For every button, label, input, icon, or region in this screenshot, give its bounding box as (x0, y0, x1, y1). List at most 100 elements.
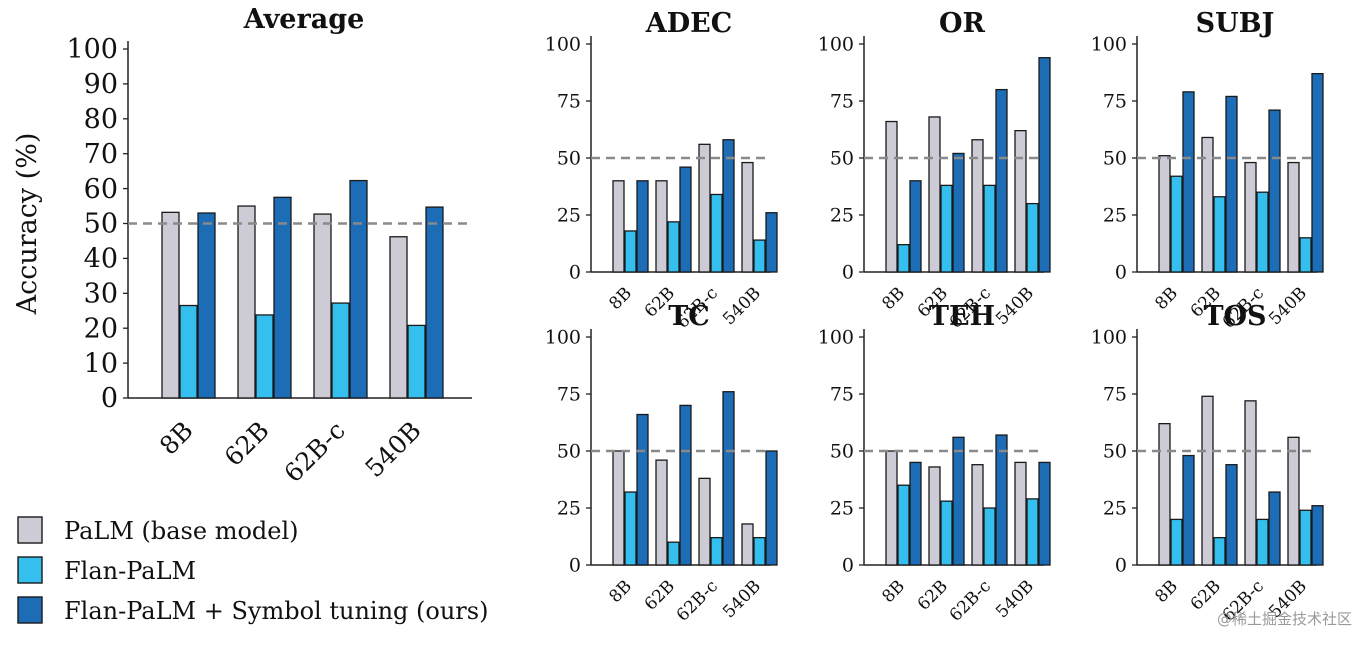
chart0-y-tick-label: 30 (84, 278, 118, 309)
chart4-bar-0-3 (741, 523, 754, 566)
chart3-y-tick-label: 50 (1103, 147, 1127, 169)
chart2-bar-1-0 (897, 243, 910, 273)
chart1-bar-0-1 (655, 180, 668, 273)
chart6-y-tick-label: 25 (1103, 497, 1127, 519)
chart4-bar-0-0 (612, 450, 625, 566)
chart1-y-tick-label: 25 (557, 204, 581, 226)
chart2-bar-1-3 (1026, 202, 1039, 273)
chart2-bar-2-2 (995, 88, 1008, 273)
chart6-y-tick-label: 75 (1103, 383, 1127, 405)
chart5-bar-0-1 (928, 466, 941, 566)
chart3-bar-0-0 (1158, 155, 1171, 273)
chart3-bar-1-3 (1299, 237, 1312, 273)
chart5-category-label: 62B (914, 576, 952, 614)
chart6-bar-1-2 (1256, 518, 1269, 566)
chart5-category-label: 8B (878, 576, 909, 607)
chart4-y-tick-label: 0 (569, 554, 581, 576)
chart1-bar-2-2 (722, 139, 735, 273)
chart4-bar-2-2 (722, 391, 735, 566)
chart0-bar-0-0 (161, 211, 180, 399)
chart1-bar-1-1 (667, 221, 680, 273)
chart4-category-label: 62B-c (673, 576, 722, 625)
chart0-bar-1-2 (331, 302, 350, 399)
chart3-bar-2-2 (1268, 109, 1281, 273)
chart0-y-tick-label: 70 (84, 139, 118, 170)
chart0-bar-2-2 (349, 179, 368, 399)
chart5-bar-0-0 (885, 450, 898, 566)
chart4-bar-2-0 (636, 413, 649, 566)
chart2-bar-2-3 (1038, 57, 1051, 273)
chart4-bar-1-0 (624, 491, 637, 566)
chart6-y-tick-label: 100 (1091, 326, 1127, 348)
chart6-bar-0-3 (1287, 436, 1300, 566)
chart1-y-tick-label: 0 (569, 261, 581, 283)
chart1-title: ADEC (645, 8, 732, 39)
chart2-bar-0-2 (971, 139, 984, 273)
chart4-bar-0-1 (655, 459, 668, 566)
chart5-y-tick-label: 75 (830, 383, 854, 405)
legend-label-flan: Flan-PaLM (64, 557, 196, 585)
chart2-bar-0-3 (1014, 129, 1027, 273)
chart2-y-tick-label: 75 (830, 90, 854, 112)
chart5-category-label: 540B (992, 576, 1038, 622)
chart4-bar-1-3 (753, 536, 766, 566)
chart0-y-axis-label: Accuracy (%) (12, 133, 43, 316)
chart4-title: TC (668, 301, 710, 332)
chart5-category-label: 62B-c (946, 576, 995, 625)
chart1-category-label: 540B (719, 283, 765, 329)
chart1-category-label: 8B (605, 283, 636, 314)
chart4-category-label: 8B (605, 576, 636, 607)
chart4-y-tick-label: 25 (557, 497, 581, 519)
chart3-category-label: 8B (1151, 283, 1182, 314)
chart0-bar-1-0 (179, 304, 198, 399)
chart6-bar-0-2 (1244, 400, 1257, 566)
chart4-y-tick-label: 75 (557, 383, 581, 405)
chart2-bar-1-2 (983, 184, 996, 273)
chart5-title: TEH (929, 301, 995, 332)
chart4-y-tick-label: 50 (557, 440, 581, 462)
chart1-bar-0-3 (741, 161, 754, 273)
chart6-bar-0-1 (1201, 395, 1214, 566)
chart0-category-label: 540B (360, 416, 427, 483)
chart1-y-tick-label: 75 (557, 90, 581, 112)
chart2-y-tick-label: 50 (830, 147, 854, 169)
chart0-y-tick-label: 60 (84, 174, 118, 205)
chart6-bar-2-1 (1225, 464, 1238, 566)
chart1-y-tick-label: 100 (545, 33, 581, 55)
chart6-y-tick-label: 50 (1103, 440, 1127, 462)
chart6-category-label: 8B (1151, 576, 1182, 607)
chart5-y-tick-label: 100 (818, 326, 854, 348)
chart2-title: OR (939, 8, 986, 39)
chart3-bar-2-3 (1311, 72, 1324, 273)
chart4-bar-1-1 (667, 541, 680, 566)
chart3-y-tick-label: 75 (1103, 90, 1127, 112)
chart5-bar-0-2 (971, 464, 984, 566)
legend-swatch-flan (17, 556, 43, 584)
chart6-title: TOS (1203, 301, 1266, 332)
chart6-y-tick-label: 0 (1115, 554, 1127, 576)
chart0-y-tick-label: 100 (66, 34, 118, 65)
chart3-title: SUBJ (1196, 8, 1275, 39)
chart5-bar-2-1 (952, 436, 965, 566)
chart0-y-tick-label: 50 (84, 209, 118, 240)
chart3-bar-0-3 (1287, 161, 1300, 273)
chart4-category-label: 62B (641, 576, 679, 614)
chart4-bar-2-1 (679, 404, 692, 566)
chart1-bar-0-0 (612, 180, 625, 273)
chart3-bar-2-0 (1182, 91, 1195, 273)
chart5-y-tick-label: 50 (830, 440, 854, 462)
legend-label-symbol: Flan-PaLM + Symbol tuning (ours) (64, 597, 488, 625)
chart6-bar-2-2 (1268, 491, 1281, 566)
chart0-category-label: 8B (154, 416, 199, 461)
chart4-bar-1-2 (710, 536, 723, 566)
chart3-bar-2-1 (1225, 95, 1238, 273)
chart0-title: Average (243, 4, 365, 35)
chart6-bar-1-3 (1299, 509, 1312, 566)
chart5-bar-1-3 (1026, 498, 1039, 566)
chart0-bar-0-3 (389, 236, 408, 399)
chart5-y-tick-label: 25 (830, 497, 854, 519)
chart1-bar-2-0 (636, 180, 649, 273)
watermark-text: @稀土掘金技术社区 (1216, 610, 1352, 628)
chart0-category-label: 62B (219, 416, 275, 472)
